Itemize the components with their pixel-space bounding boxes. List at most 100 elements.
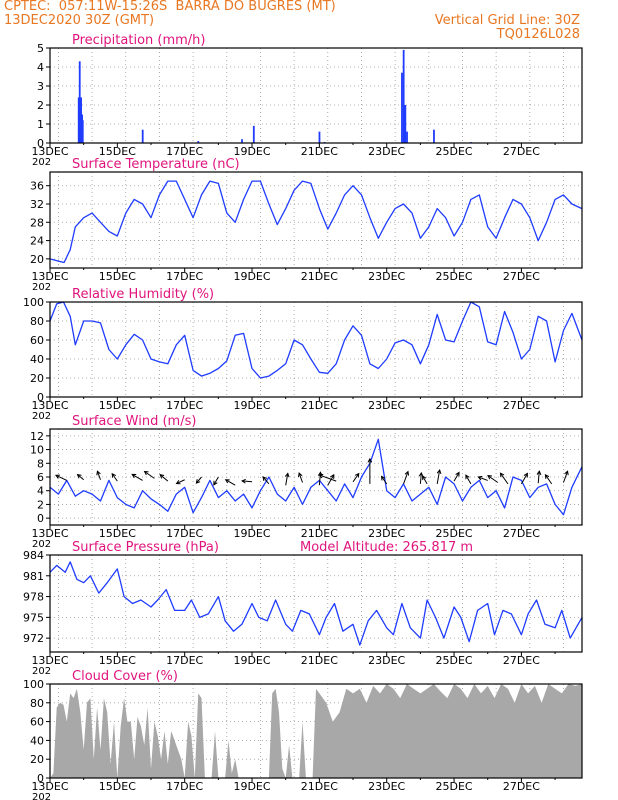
precip-ytick-label: 3 <box>37 80 44 93</box>
temp-xtick-label: 23DEC <box>368 270 405 283</box>
precip-xtick-label: 15DEC <box>99 145 136 158</box>
wind-arrow-shaft <box>381 476 388 485</box>
wind-ytick-label: 4 <box>37 485 44 498</box>
precip-bar <box>252 125 255 143</box>
wind-frame <box>49 428 583 526</box>
cloud-xtick-label: 13DEC <box>31 780 68 793</box>
temp-xtick-label: 15DEC <box>99 270 136 283</box>
pres-xtick-label: 21DEC <box>301 654 338 667</box>
cloud-ytick-label: 0 <box>37 772 44 785</box>
wind-arrow-head <box>213 480 218 486</box>
pres-ytick-label: 978 <box>23 591 44 604</box>
rh-xtick-label: 25DEC <box>435 399 472 412</box>
wind-arrow-shaft <box>520 473 528 485</box>
rh-ytick-label: 100 <box>23 296 44 309</box>
wind-arrow <box>422 475 428 485</box>
wind-arrow <box>262 476 270 485</box>
wind-arrow <box>499 472 509 485</box>
cloud-xtick-label: 23DEC <box>368 780 405 793</box>
wind-arrow-shaft <box>487 475 499 483</box>
rh-ytick-label: 0 <box>37 391 44 404</box>
temp-title: Surface Temperature (nC) <box>72 157 240 172</box>
rh-xtick-label: 21DEC <box>301 399 338 412</box>
cloud-ytick-label: 20 <box>30 753 44 766</box>
pres-ytick-label: 975 <box>23 611 44 624</box>
wind-arrow-shaft <box>500 472 509 485</box>
wind-arrow-shaft <box>352 473 360 483</box>
wind-arrow <box>536 470 542 484</box>
wind-arrow-head <box>195 479 201 484</box>
precip-xtick-label: 17DEC <box>166 145 203 158</box>
rh-xtick-label: 15DEC <box>99 399 136 412</box>
cloud-area <box>50 684 582 778</box>
precip-ytick-label: 0 <box>37 137 44 150</box>
wind-arrow-shaft <box>131 473 143 481</box>
wind-arrow-shaft <box>262 476 270 485</box>
rh-ytick-label: 40 <box>30 353 44 366</box>
pres-line <box>49 561 583 646</box>
temp-xtick-label: 13DEC <box>31 270 68 283</box>
wind-arrow <box>453 471 460 482</box>
wind-arrow-shaft <box>225 479 236 486</box>
rh-panel: 0 20 40 60 80 100 13DEC 15DEC 17DEC 19DEC 21DEC 23D… <box>23 287 583 422</box>
wind-arrow-shaft <box>537 471 540 484</box>
wind-arrow <box>418 471 424 484</box>
wind-arrow-shaft <box>176 479 185 484</box>
rh-ytick-label: 80 <box>30 315 44 328</box>
wind-arrow-shaft <box>544 474 553 485</box>
wind-arrow-head <box>224 479 230 484</box>
wind-arrow <box>298 472 304 483</box>
pres-panel: 972 975 978 981 984 13DEC 15DEC 17DEC 19DEC 21DEC… <box>23 540 583 677</box>
wind-arrow <box>403 470 410 485</box>
precip-frame <box>49 47 583 144</box>
wind-arrow <box>143 470 155 479</box>
wind-xtick-label: 23DEC <box>368 527 405 540</box>
cloud-xtick-label: 19DEC <box>233 780 270 793</box>
wind-xtick-label: 19DEC <box>233 527 270 540</box>
wind-arrow-head <box>544 473 550 479</box>
wind-arrow <box>175 479 185 485</box>
pres-ytick-label: 972 <box>23 632 44 645</box>
wind-ytick-label: 12 <box>30 430 44 443</box>
wind-arrow <box>436 469 442 484</box>
wind-xtick-label: 13DEC <box>31 527 68 540</box>
wind-arrow-head <box>175 480 181 485</box>
wind-arrow <box>327 473 335 486</box>
pres-xtick-label: 27DEC <box>503 654 540 667</box>
vertical-grid-note: Vertical Grid Line: 30Z <box>434 13 580 28</box>
wind-xtick-label: 17DEC <box>166 527 203 540</box>
precip-xtick-label: 13DEC <box>31 145 68 158</box>
temp-line <box>49 180 583 264</box>
wind-arrow <box>55 474 68 481</box>
wind-arrow-head <box>111 472 116 478</box>
wind-arrow-head <box>76 473 82 479</box>
wind-arrow-shaft <box>144 471 155 479</box>
precip-ytick-label: 1 <box>37 118 44 131</box>
cloud-xtick-label: 21DEC <box>301 780 338 793</box>
wind-arrow <box>563 470 569 483</box>
wind-arrow <box>477 475 488 481</box>
wind-arrow-shaft <box>563 471 569 483</box>
wind-arrow-head <box>131 473 137 479</box>
wind-arrow <box>367 457 373 484</box>
cloud-year-fragment: 202 <box>32 792 51 800</box>
wind-arrow <box>213 476 219 486</box>
pres-subtitle: Model Altitude: 265.817 m <box>300 540 473 555</box>
rh-xtick-label: 27DEC <box>503 399 540 412</box>
wind-arrow-head <box>318 473 324 479</box>
wind-arrow-head <box>523 472 528 478</box>
wind-arrow-shaft <box>55 474 68 481</box>
wind-ytick-label: 6 <box>37 471 44 484</box>
wind-arrow-head <box>354 472 360 478</box>
wind-arrow-shaft <box>195 476 202 484</box>
wind-arrow-shaft <box>403 471 409 485</box>
pres-xtick-label: 23DEC <box>368 654 405 667</box>
rh-ytick-label: 60 <box>30 334 44 347</box>
wind-arrow-head <box>367 457 373 463</box>
wind-arrow-shaft <box>96 471 101 480</box>
wind-ytick-label: 2 <box>37 498 44 511</box>
temp-year-fragment: 202 <box>32 282 51 293</box>
pres-xtick-label: 13DEC <box>31 654 68 667</box>
rh-xtick-label: 19DEC <box>233 399 270 412</box>
temp-xtick-label: 25DEC <box>435 270 472 283</box>
